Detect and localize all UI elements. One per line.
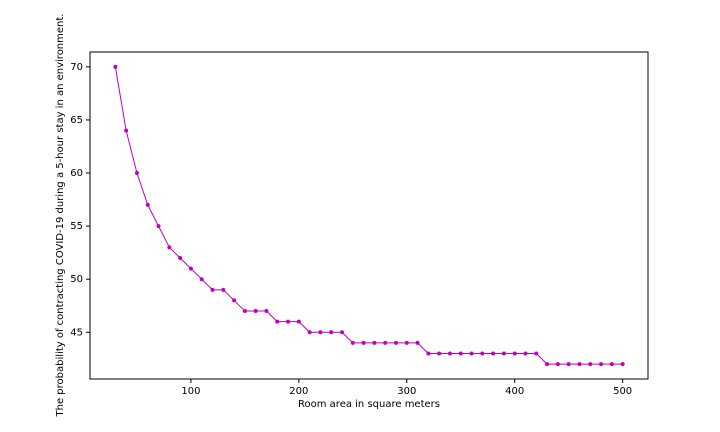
point [383, 340, 388, 345]
y-tick-label: 70 [70, 62, 83, 73]
x-tick-label: 100 [181, 386, 200, 397]
point [588, 362, 593, 367]
point [404, 340, 409, 345]
point [199, 277, 204, 282]
point [296, 319, 301, 324]
point [340, 330, 345, 335]
y-tick-label: 65 [70, 115, 83, 126]
point [361, 340, 366, 345]
point [242, 309, 247, 314]
point [620, 362, 625, 367]
series-line [114, 66, 623, 365]
point [437, 351, 442, 356]
point [113, 64, 118, 69]
point [469, 351, 474, 356]
point [221, 287, 226, 292]
y-tick-label: 60 [70, 168, 83, 179]
x-tick-label: 500 [613, 386, 632, 397]
y-axis-label: The probability of contracting COVID-19 … [55, 14, 66, 418]
y-tick-label: 50 [70, 274, 83, 285]
point [210, 287, 215, 292]
point [393, 340, 398, 345]
point [188, 266, 193, 271]
point [372, 340, 377, 345]
x-axis-label: Room area in square meters [298, 399, 440, 410]
point [501, 351, 506, 356]
point [512, 351, 517, 356]
point [599, 362, 604, 367]
point [124, 128, 129, 133]
point [577, 362, 582, 367]
point [534, 351, 539, 356]
y-tick-label: 55 [70, 221, 83, 232]
point [458, 351, 463, 356]
y-tick-label: 45 [70, 327, 83, 338]
point [145, 202, 150, 207]
point [156, 224, 161, 229]
point [264, 309, 269, 314]
point [232, 298, 237, 303]
point [318, 330, 323, 335]
x-tick-label: 200 [289, 386, 308, 397]
point [555, 362, 560, 367]
point [286, 319, 291, 324]
point [415, 340, 420, 345]
point [350, 340, 355, 345]
x-tick-label: 300 [397, 386, 416, 397]
x-tick-label: 400 [505, 386, 524, 397]
point [447, 351, 452, 356]
point [134, 171, 139, 176]
point [275, 319, 280, 324]
point [167, 245, 172, 250]
point [491, 351, 496, 356]
point [307, 330, 312, 335]
point [523, 351, 528, 356]
plot-frame [89, 51, 649, 380]
point [329, 330, 334, 335]
point [545, 362, 550, 367]
point [566, 362, 571, 367]
point [253, 309, 258, 314]
point [609, 362, 614, 367]
point [426, 351, 431, 356]
point [178, 255, 183, 260]
point [480, 351, 485, 356]
